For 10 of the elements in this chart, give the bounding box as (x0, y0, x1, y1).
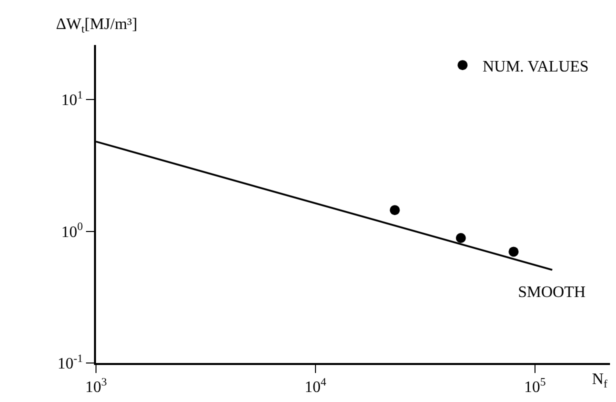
x-tick-label: 10$^{5}$ (524, 376, 546, 396)
y-tick-label: 10$^{0}$ (61, 221, 84, 241)
x-tick-label: 10$^{4}$ (304, 376, 327, 396)
y-axis-title: ΔW$_{t}$[MJ/m³] (56, 16, 138, 36)
x-tick-label: 10$^{3}$ (85, 376, 108, 396)
legend-label: NUM. VALUES (482, 58, 589, 76)
series-label: SMOOTH (518, 284, 586, 301)
x-axis-title: N$_{f}$ (592, 371, 608, 390)
y-tick-label: 10$^{-1}$ (57, 352, 83, 373)
y-tick-label: 10$^{1}$ (61, 90, 83, 110)
